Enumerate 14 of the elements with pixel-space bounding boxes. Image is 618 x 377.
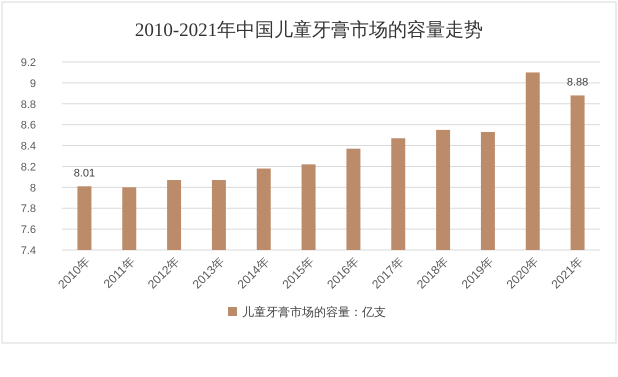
y-tick-label: 9.2 (20, 57, 36, 69)
y-tick-label: 8.6 (20, 120, 36, 132)
y-tick-label: 8.4 (20, 140, 36, 153)
y-tick-label: 7.8 (20, 203, 36, 216)
y-tick-label: 9 (30, 78, 36, 90)
y-tick-label: 7.6 (20, 224, 36, 236)
y-tick-label: 8.8 (20, 98, 36, 111)
data-label: 8.01 (74, 167, 96, 180)
data-label: 8.88 (566, 76, 588, 88)
y-tick-label: 8.2 (20, 161, 36, 174)
legend-label: 儿童牙膏市场的容量：亿支 (242, 305, 386, 319)
y-tick-label: 7.4 (20, 245, 36, 257)
chart-title: 2010-2021年中国儿童牙膏市场的容量走势 (134, 19, 484, 41)
y-tick-label: 8 (30, 182, 36, 194)
